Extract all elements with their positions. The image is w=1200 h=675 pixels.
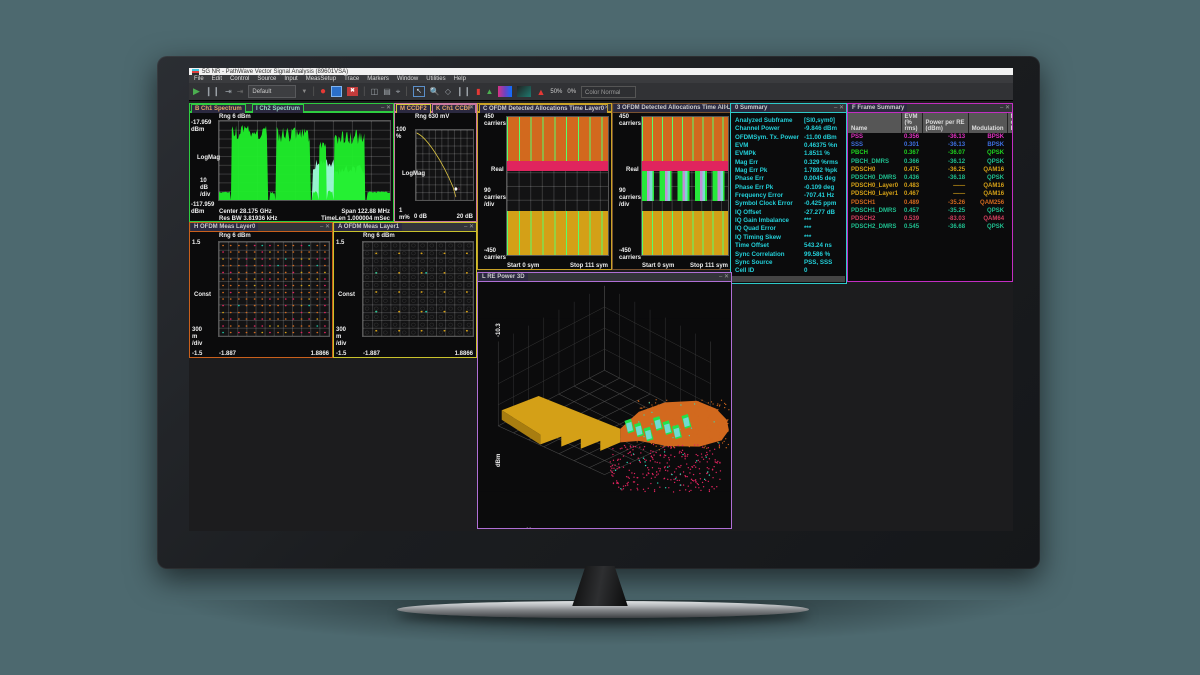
svg-text:1: 1 bbox=[458, 187, 460, 191]
